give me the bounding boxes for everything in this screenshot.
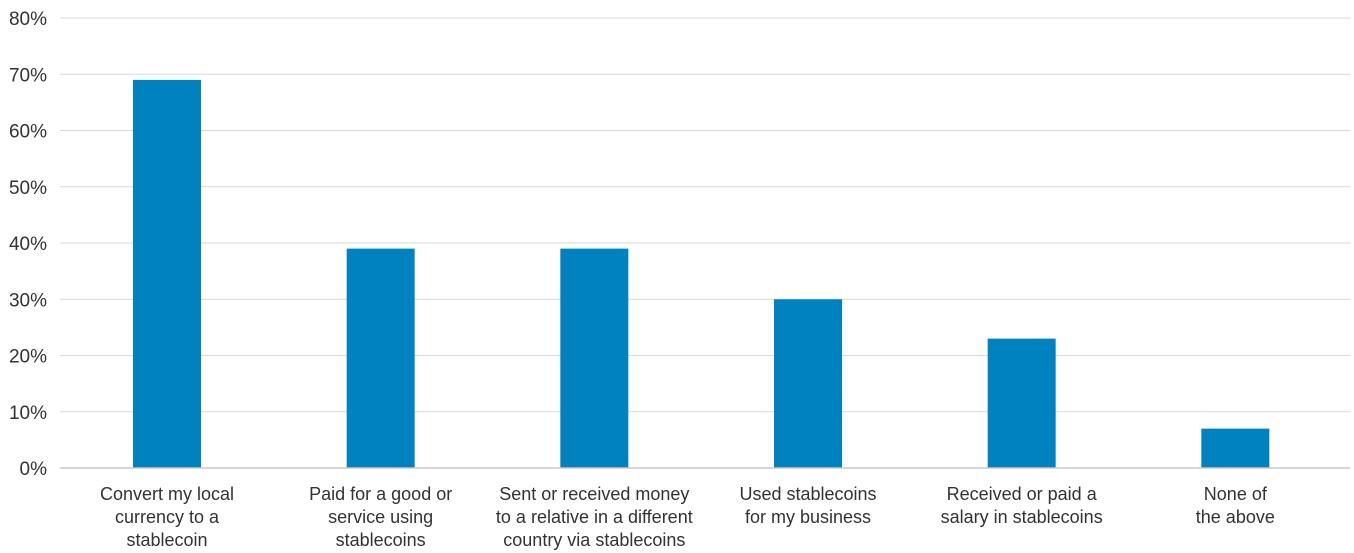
bars — [133, 79, 1270, 468]
y-tick-label: 50% — [9, 178, 47, 199]
x-category-label: Paid for a good or service using stablecoi… — [309, 484, 452, 550]
bar — [560, 248, 629, 468]
x-category-label-line: the above — [1196, 507, 1275, 527]
x-category-label: Received or paid a salary in stablecoins — [941, 484, 1103, 527]
y-tick-label: 30% — [9, 290, 47, 311]
bar — [987, 338, 1056, 468]
x-axis-labels: Convert my local currency to a stablecoin P… — [100, 484, 1275, 550]
x-category-label-line: Paid for a good or — [309, 484, 452, 504]
bar — [346, 248, 415, 468]
y-tick-label: 10% — [9, 403, 47, 424]
x-category-label-line: for my business — [745, 507, 871, 527]
x-category-label-line: currency to a — [115, 507, 220, 527]
x-category-label-line: stablecoin — [126, 530, 207, 550]
y-tick-label: 0% — [20, 459, 48, 480]
gridlines — [60, 17, 1350, 413]
x-category-label: Sent or received money to a relative in a… — [496, 484, 693, 550]
y-tick-label: 20% — [9, 347, 47, 368]
y-tick-label: 40% — [9, 234, 47, 255]
y-tick-label: 80% — [9, 9, 47, 30]
y-tick-label: 70% — [9, 65, 47, 86]
x-category-label: Convert my local currency to a stablecoin — [100, 484, 234, 550]
x-category-label-line: service using — [328, 507, 433, 527]
x-category-label: Used stablecoins for my business — [739, 484, 876, 527]
x-category-label-line: country via stablecoins — [503, 530, 685, 550]
x-category-label-line: stablecoins — [336, 530, 426, 550]
x-category-label-line: Received or paid a — [947, 484, 1098, 504]
bar — [774, 299, 842, 468]
x-category-label-line: Used stablecoins — [739, 484, 876, 504]
x-category-label-line: Convert my local — [100, 484, 234, 504]
x-category-label-line: None of — [1204, 484, 1268, 504]
x-category-label-line: to a relative in a different — [496, 507, 693, 527]
x-category-label: None of the above — [1196, 484, 1275, 527]
y-axis-ticks: 0% 10% 20% 30% 40% 50% 60% 70% 80% — [9, 9, 47, 480]
bar — [133, 79, 201, 468]
bar — [1201, 428, 1270, 468]
x-category-label-line: salary in stablecoins — [941, 507, 1103, 527]
y-tick-label: 60% — [9, 122, 47, 143]
x-category-label-line: Sent or received money — [499, 484, 689, 504]
